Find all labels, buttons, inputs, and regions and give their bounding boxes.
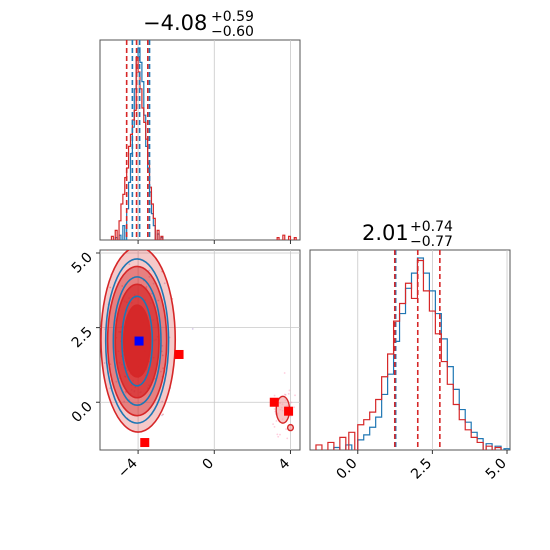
joint-markers [134, 336, 294, 448]
red-outlier-contour [286, 423, 295, 432]
blue-contour-level [104, 258, 170, 424]
scatter-point [191, 328, 194, 330]
scatter-point [150, 292, 153, 295]
scatter-point [148, 275, 151, 278]
joint-x-tick-label: −4 [115, 455, 141, 481]
axis-ticks [96, 240, 508, 454]
scatter-point [285, 428, 287, 430]
scatter-point [106, 250, 109, 251]
right-quantile-lines [393, 250, 441, 450]
scatter-point [290, 401, 293, 404]
scatter-point [284, 393, 287, 396]
scatter-point [273, 425, 276, 428]
joint-x-tick-label: 4 [276, 455, 294, 473]
scatter-point [287, 392, 290, 395]
scatter-point [283, 372, 286, 374]
scatter-point [286, 437, 289, 440]
scatter-point [277, 435, 280, 438]
scatter-point [288, 389, 291, 392]
joint-y-tick-label: 0.0 [69, 399, 96, 426]
joint-x-tick-label: 0 [199, 456, 217, 474]
scatter-point [159, 370, 162, 373]
top-panel-title-upper: +0.59 [211, 9, 254, 25]
right-marginal-panel [309, 249, 511, 451]
scatter-point [109, 286, 112, 289]
top-quantile-lines [125, 40, 151, 240]
red-square-marker [174, 349, 184, 359]
right-histograms [315, 257, 510, 450]
scatter-point [145, 285, 148, 288]
scatter-point [161, 414, 163, 417]
scatter-point [293, 406, 296, 409]
right-panel-title-upper: +0.74 [410, 219, 453, 235]
top-marginal-panel [99, 39, 301, 241]
scatter-point [123, 400, 126, 403]
right-x-tick-label: 5.0 [483, 456, 510, 483]
scatter-point [163, 282, 166, 285]
scatter-point [162, 413, 164, 416]
scatter-point [276, 433, 279, 436]
blue-contour-level [121, 295, 154, 387]
right-hist-series-1 [315, 259, 502, 450]
scatter-point [272, 423, 275, 426]
right-x-tick-label: 2.5 [408, 456, 435, 483]
scatter-point [162, 367, 165, 370]
top-hist-series-0 [114, 47, 164, 240]
scatter-point [161, 354, 164, 357]
scatter-point [275, 420, 278, 422]
top-panel-title-value: −4.08 [143, 11, 207, 35]
right-x-tick-label: 0.0 [334, 456, 361, 483]
red-square-marker [269, 397, 279, 407]
scatter-point [115, 380, 118, 383]
top-panel-title-lower: −0.60 [211, 24, 254, 40]
scatter-point [273, 408, 276, 410]
scatter-point [103, 362, 106, 364]
right-panel-title-value: 2.01 [362, 221, 409, 245]
scatter-point [121, 285, 124, 287]
scatter-point [109, 363, 112, 366]
scatter-point [157, 299, 160, 302]
scatter-point [125, 391, 128, 394]
scatter-point [273, 394, 276, 397]
scatter-point [294, 394, 296, 397]
joint-y-tick-label: 2.5 [69, 324, 96, 351]
scatter-point [161, 400, 164, 403]
red-square-marker [284, 406, 294, 416]
scatter-point [279, 433, 281, 436]
scatter-point [98, 450, 100, 452]
red-square-marker [140, 438, 150, 448]
scatter-point [128, 263, 131, 266]
blue-square-marker [134, 336, 144, 346]
scatter-point [152, 282, 155, 285]
right-panel-title-lower: −0.77 [410, 234, 453, 250]
blue-contour-level [112, 276, 162, 407]
scatter-point [283, 393, 286, 396]
joint-y-tick-label: 5.0 [69, 249, 96, 276]
scatter-point [161, 344, 164, 347]
